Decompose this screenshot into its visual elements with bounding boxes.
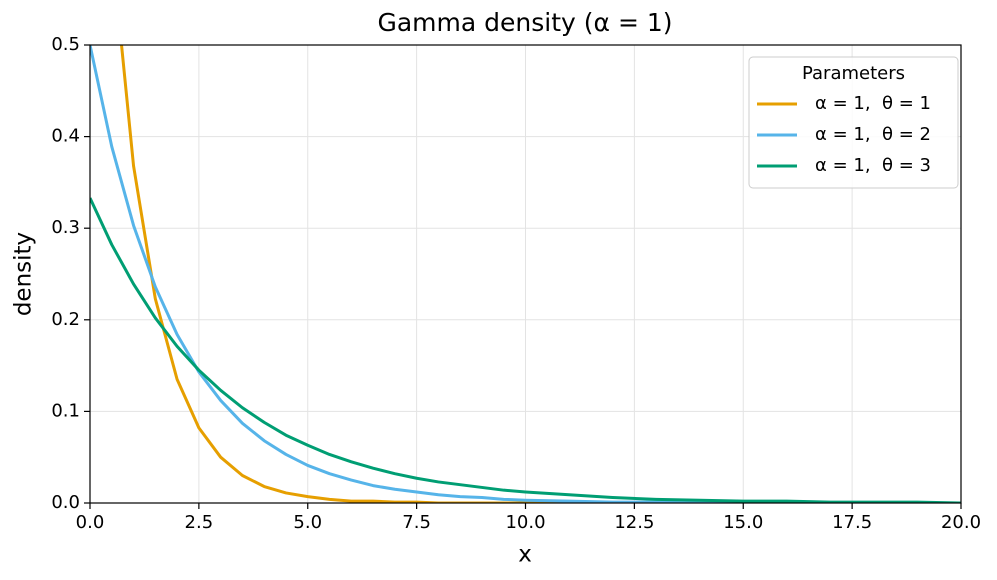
line-series bbox=[90, 197, 961, 503]
legend: Parameters α = 1, θ = 1 α = 1, θ = 2 α = 1,… bbox=[748, 56, 959, 189]
x-tick-label: 5.0 bbox=[293, 512, 322, 533]
x-tick-label: 20.0 bbox=[941, 512, 981, 533]
y-axis-label: density bbox=[11, 232, 37, 316]
chart-title: Gamma density (α = 1) bbox=[377, 8, 672, 37]
x-tick-label: 17.5 bbox=[832, 512, 872, 533]
legend-label: α = 1, θ = 3 bbox=[815, 155, 931, 176]
y-tick-label: 0.1 bbox=[51, 400, 80, 421]
y-tick-label: 0.4 bbox=[51, 126, 80, 147]
x-tick-label: 10.0 bbox=[505, 512, 545, 533]
y-tick-label: 0.2 bbox=[51, 309, 80, 330]
x-tick-label: 0.0 bbox=[76, 512, 105, 533]
y-tick-label: 0.0 bbox=[51, 492, 80, 513]
legend-box bbox=[748, 56, 959, 189]
x-tick-label: 15.0 bbox=[723, 512, 763, 533]
plot-frame bbox=[89, 44, 962, 504]
x-tick-label: 12.5 bbox=[614, 512, 654, 533]
y-tick-label: 0.5 bbox=[51, 34, 80, 55]
x-tick-label: 7.5 bbox=[402, 512, 431, 533]
legend-label: α = 1, θ = 2 bbox=[815, 124, 931, 145]
y-tick-label: 0.3 bbox=[51, 217, 80, 238]
x-axis-label: x bbox=[518, 542, 532, 568]
x-tick-label: 2.5 bbox=[185, 512, 214, 533]
legend-title: Parameters bbox=[802, 63, 905, 84]
line-series bbox=[120, 45, 961, 503]
legend-label: α = 1, θ = 1 bbox=[815, 93, 931, 114]
